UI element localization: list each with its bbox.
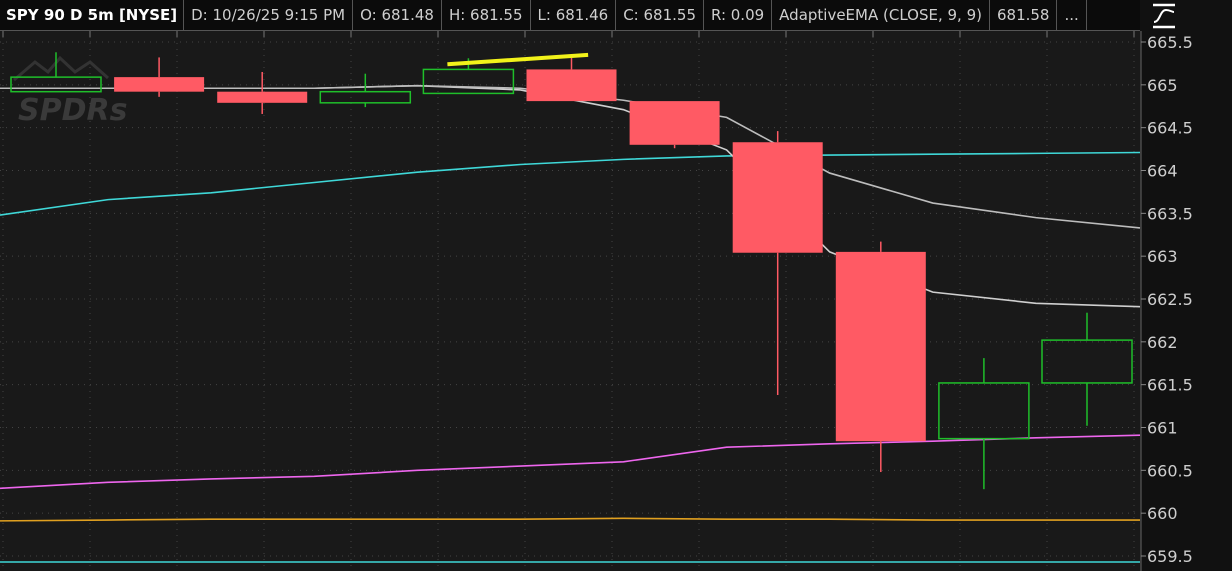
candle-body xyxy=(319,90,412,104)
y-tick-label: 661.5 xyxy=(1147,376,1193,395)
candle-down xyxy=(114,57,205,97)
candle-down xyxy=(835,241,926,473)
y-tick-label: 662 xyxy=(1147,333,1178,352)
candle-body xyxy=(114,77,205,92)
y-tick-label: 661 xyxy=(1147,419,1178,438)
study-value: 681.58 xyxy=(990,0,1058,30)
y-tick-label: 664 xyxy=(1147,162,1178,181)
low-readout: L: 681.46 xyxy=(531,0,617,30)
candle-up xyxy=(319,73,412,108)
more-button[interactable]: ... xyxy=(1057,0,1087,30)
candle-body xyxy=(629,101,720,145)
study-label[interactable]: AdaptiveEMA (CLOSE, 9, 9) xyxy=(772,0,990,30)
candle-body xyxy=(526,69,617,102)
candle-body xyxy=(938,382,1030,440)
high-readout: H: 681.55 xyxy=(442,0,531,30)
y-tick-label: 664.5 xyxy=(1147,119,1193,138)
y-tick-label: 659.5 xyxy=(1147,547,1193,566)
y-tick-label: 660.5 xyxy=(1147,461,1193,480)
candle-down xyxy=(629,101,720,149)
spdrs-watermark-logo: SPDRs xyxy=(18,93,127,128)
curve-settings-icon[interactable] xyxy=(1150,2,1178,30)
candle-body xyxy=(835,251,926,442)
y-tick-label: 665 xyxy=(1147,76,1178,95)
y-tick-label: 663 xyxy=(1147,247,1178,266)
date-readout: D: 10/26/25 9:15 PM xyxy=(184,0,354,30)
y-tick-label: 662.5 xyxy=(1147,290,1193,309)
y-tick-label: 663.5 xyxy=(1147,204,1193,223)
candle-body xyxy=(1041,339,1133,384)
chart-header: SPY 90 D 5m [NYSE] D: 10/26/25 9:15 PM O… xyxy=(0,0,1140,31)
candle-down xyxy=(732,131,823,395)
symbol-label[interactable]: SPY 90 D 5m [NYSE] xyxy=(0,0,185,30)
close-readout: C: 681.55 xyxy=(616,0,704,30)
plot-area xyxy=(0,31,1141,571)
study-line-orange xyxy=(0,517,1140,522)
range-readout: R: 0.09 xyxy=(704,0,773,30)
candle-body xyxy=(732,142,823,253)
candle-down xyxy=(217,71,308,114)
candle-body xyxy=(422,68,515,95)
open-readout: O: 681.48 xyxy=(353,0,442,30)
study-line-magenta xyxy=(0,434,1141,490)
candle-body xyxy=(217,91,308,103)
candle-down xyxy=(526,57,617,102)
trendline-drawing xyxy=(447,52,589,67)
candle-up xyxy=(10,52,102,93)
candle-up xyxy=(1041,312,1133,426)
y-tick-label: 665.5 xyxy=(1147,33,1193,52)
candle-body xyxy=(10,76,102,93)
study-line-cyan xyxy=(0,151,1141,216)
y-tick-label: 660 xyxy=(1147,504,1178,523)
spdrs-mountain-logo xyxy=(13,55,109,82)
price-axis xyxy=(1141,31,1232,571)
candle-up xyxy=(938,358,1030,490)
